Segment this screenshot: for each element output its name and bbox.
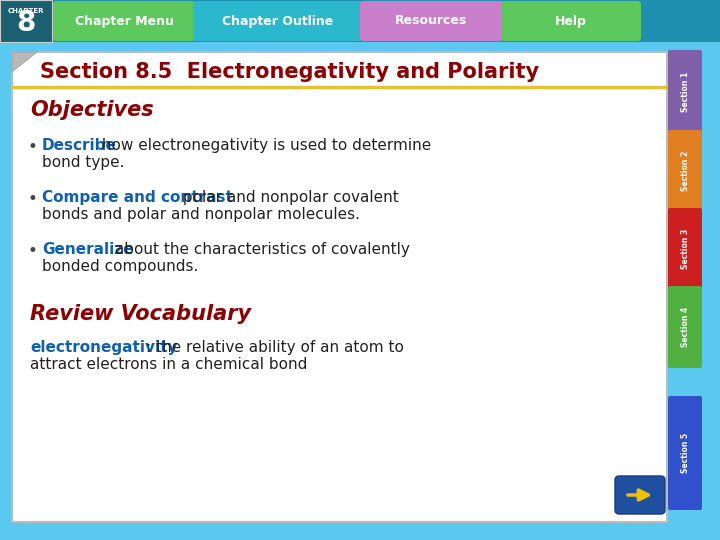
Text: Objectives: Objectives [30,100,153,120]
FancyBboxPatch shape [668,50,702,134]
FancyBboxPatch shape [501,1,641,41]
Text: Section 2: Section 2 [680,151,690,191]
FancyBboxPatch shape [668,396,702,510]
Text: •: • [28,242,38,260]
Text: Chapter Outline: Chapter Outline [222,15,333,28]
Text: how electronegativity is used to determine: how electronegativity is used to determi… [96,138,431,153]
Text: Review Vocabulary: Review Vocabulary [30,304,251,324]
Text: Section 3: Section 3 [680,229,690,269]
Text: CHAPTER: CHAPTER [8,8,44,14]
Text: Generalize: Generalize [42,242,133,257]
Text: Help: Help [555,15,587,28]
FancyBboxPatch shape [615,476,665,514]
FancyBboxPatch shape [360,1,503,41]
Text: polar and nonpolar covalent: polar and nonpolar covalent [179,190,399,205]
FancyBboxPatch shape [0,0,52,42]
Text: electronegativity: electronegativity [30,340,178,355]
Text: bonds and polar and nonpolar molecules.: bonds and polar and nonpolar molecules. [42,207,360,222]
FancyBboxPatch shape [0,0,720,42]
Text: Chapter Menu: Chapter Menu [75,15,174,28]
Text: Compare and contrast: Compare and contrast [42,190,233,205]
Text: •: • [28,190,38,208]
FancyBboxPatch shape [53,1,195,41]
Text: •: • [28,138,38,156]
Text: : the relative ability of an atom to: : the relative ability of an atom to [146,340,404,355]
FancyBboxPatch shape [668,130,702,212]
Text: Describe: Describe [42,138,117,153]
Text: bond type.: bond type. [42,155,125,170]
Text: Section 8.5  Electronegativity and Polarity: Section 8.5 Electronegativity and Polari… [40,62,539,82]
Text: attract electrons in a chemical bond: attract electrons in a chemical bond [30,357,307,372]
Text: Section 1: Section 1 [680,72,690,112]
FancyBboxPatch shape [668,286,702,368]
Text: 8: 8 [17,9,36,37]
Text: about the characteristics of covalently: about the characteristics of covalently [110,242,410,257]
FancyBboxPatch shape [193,1,362,41]
FancyBboxPatch shape [12,52,667,522]
Text: Resources: Resources [395,15,467,28]
Text: bonded compounds.: bonded compounds. [42,259,199,274]
FancyBboxPatch shape [668,208,702,290]
Text: Section 4: Section 4 [680,307,690,347]
Text: Section 5: Section 5 [680,433,690,473]
Polygon shape [12,52,37,72]
